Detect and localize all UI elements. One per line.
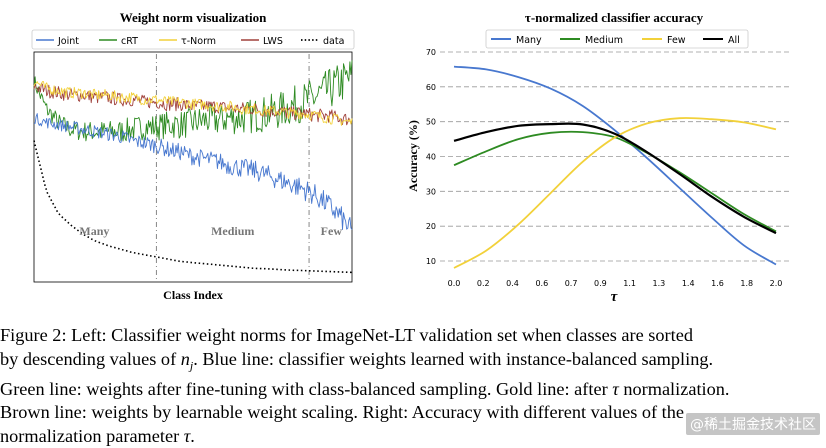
- right-y-tick-label: 20: [426, 222, 436, 231]
- left-legend-label: Joint: [57, 36, 79, 47]
- left-legend-item-joint: Joint: [36, 36, 79, 47]
- right-x-tick-label: 0.4: [506, 279, 519, 288]
- right-legend-label: All: [728, 35, 740, 46]
- series-line-few: [453, 117, 777, 269]
- right-x-tick-label: 1.6: [711, 279, 724, 288]
- series-line-medium: [453, 130, 777, 233]
- left-legend-label: LWS: [263, 36, 283, 47]
- right-x-tick-label: 0.7: [565, 279, 578, 288]
- right-x-axis-label: τ: [611, 289, 619, 305]
- left-legend-item-norm: τ-Norm: [159, 36, 216, 47]
- series-line-data: [33, 140, 353, 274]
- left-legend: Joint cRT τ-Norm LWS data: [31, 29, 355, 50]
- region-label-few: Few: [321, 224, 343, 238]
- figure-caption: Figure 2: Left: Classifier weight norms …: [0, 324, 826, 448]
- caption-line-5-a: normalization parameter: [0, 425, 184, 446]
- series-line-crt: [33, 60, 353, 142]
- right-legend-item-all: All: [703, 35, 740, 46]
- right-y-tick-label: 30: [426, 187, 436, 196]
- left-legend-label: cRT: [121, 36, 138, 47]
- figure: Weight norm visualization Joint cRT τ-Norm…: [31, 10, 790, 305]
- left-legend-item-data: data: [301, 36, 344, 47]
- left-legend-label: data: [323, 36, 344, 47]
- right-y-tick-label: 60: [426, 83, 436, 92]
- caption-line-5-b: .: [190, 425, 195, 446]
- region-label-many: Many: [79, 224, 109, 238]
- series-line-all: [453, 122, 777, 235]
- right-x-tick-label: 1.4: [682, 279, 695, 288]
- right-x-tick-label: 0.2: [477, 279, 490, 288]
- region-label-medium: Medium: [211, 224, 254, 238]
- right-legend-item-medium: Medium: [560, 35, 623, 46]
- right-x-tick-label: 0.0: [448, 279, 461, 288]
- left-plot-frame: [33, 51, 353, 283]
- right-x-tick-label: 1.1: [623, 279, 636, 288]
- right-legend-item-few: Few: [642, 35, 686, 46]
- left-legend-item-crt: cRT: [99, 36, 138, 47]
- right-x-tick-label: 0.9: [594, 279, 607, 288]
- right-y-tick-label: 50: [426, 118, 436, 127]
- caption-var-n: n: [180, 348, 190, 369]
- caption-var-j: j: [189, 358, 194, 373]
- series-line-norm: [33, 81, 353, 126]
- right-legend-label: Few: [667, 35, 686, 46]
- series-line-many: [453, 65, 777, 266]
- caption-line-2: by descending values of nj. Blue line: c…: [0, 348, 826, 378]
- right-x-tick-label: 1.8: [740, 279, 753, 288]
- right-y-axis-label: Accuracy (%): [406, 120, 420, 192]
- right-x-tick-label: 2.0: [770, 279, 783, 288]
- caption-line-1: Figure 2: Left: Classifier weight norms …: [0, 325, 693, 345]
- caption-line-2-a: by descending values of: [0, 348, 181, 369]
- caption-line-3-a: Green line: weights after fine-tuning wi…: [0, 378, 613, 399]
- series-line-joint: [33, 113, 353, 231]
- caption-line-3: Green line: weights after fine-tuning wi…: [0, 378, 826, 402]
- left-x-axis-label: Class Index: [163, 288, 223, 302]
- right-y-tick-label: 40: [426, 153, 436, 162]
- caption-var-tau-1: τ: [612, 378, 619, 399]
- right-legend-label: Medium: [585, 35, 623, 46]
- right-x-tick-label: 0.6: [535, 279, 548, 288]
- left-legend-box: [31, 29, 355, 50]
- left-legend-label: τ-Norm: [181, 36, 216, 47]
- right-y-tick-label: 10: [426, 257, 436, 266]
- accuracy-chart: τ-normalized classifier accuracy Many Med…: [406, 10, 790, 305]
- caption-var-tau-2: τ: [183, 425, 191, 446]
- left-plot-area: Many Medium Few: [33, 51, 353, 283]
- caption-line-2-b: . Blue line: classifier weights learned …: [193, 348, 714, 369]
- caption-line-4: Brown line: weights by learnable weight …: [0, 402, 685, 423]
- right-legend-box: [485, 29, 749, 49]
- left-legend-item-lws: LWS: [241, 36, 283, 47]
- left-chart-title: Weight norm visualization: [120, 10, 267, 25]
- weight-norm-chart: Weight norm visualization Joint cRT τ-Norm…: [31, 10, 355, 302]
- caption-line-3-b: normalization.: [618, 378, 730, 399]
- watermark: @稀土掘金技术社区: [686, 413, 820, 435]
- right-x-tick-label: 1.3: [653, 279, 666, 288]
- right-legend: Many Medium Few All: [485, 29, 749, 49]
- right-legend-item-many: Many: [491, 35, 542, 46]
- right-y-tick-label: 70: [426, 48, 436, 57]
- right-plot-area: 10 20 30 40 50 60 70 0.0 0.2 0.4 0.6 0.7 0.9 1.1 1.3 1.…: [426, 48, 790, 288]
- right-legend-label: Many: [516, 35, 542, 46]
- right-chart-title: τ-normalized classifier accuracy: [525, 10, 704, 25]
